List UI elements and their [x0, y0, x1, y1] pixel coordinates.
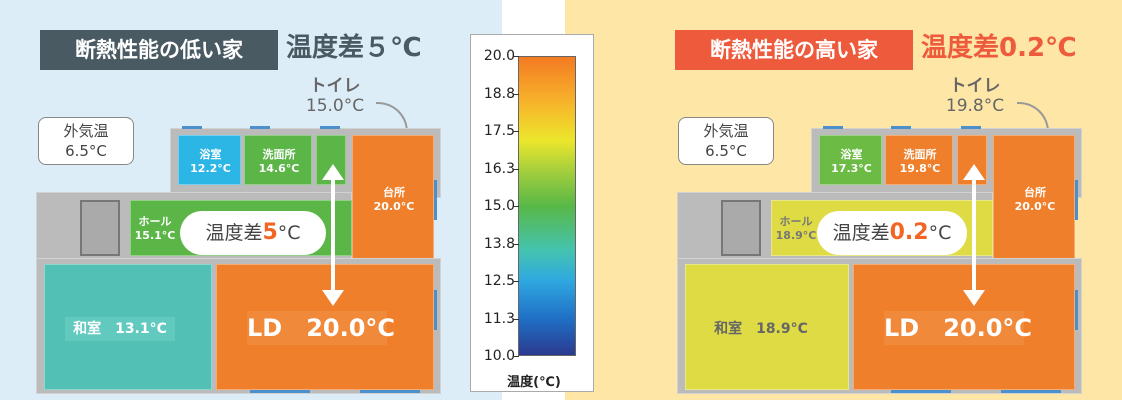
outside-temp-box: 外気温 6.5°C [38, 117, 134, 165]
toilet-temp: 15.0°C [305, 96, 365, 116]
title-high-insulation: 断熱性能の高い家 [675, 30, 913, 70]
scale-tick-label: 13.8 [483, 235, 515, 252]
pill-unit: °C [928, 222, 952, 244]
room-entrance [721, 200, 761, 256]
temp-diff-pill: 温度差0.2°C [817, 211, 967, 255]
pill-prefix: 温度差 [205, 222, 263, 244]
scale-tick-label: 15.0 [483, 198, 515, 214]
toilet-label: トイレ 19.8°C [930, 76, 1020, 116]
window [434, 180, 437, 220]
pill-prefix: 温度差 [832, 222, 890, 244]
scale-tick-mark [513, 281, 519, 282]
bath-label: 浴室 17.3°C [831, 148, 872, 175]
room-kitchen: 台所 20.0°C [993, 135, 1075, 259]
scale-tick-label: 18.8 [483, 85, 515, 102]
color-gradient-bar [518, 56, 576, 356]
washroom-label: 洗面所 14.6°C [258, 148, 300, 175]
bath-label: 浴室 12.2°C [190, 148, 231, 175]
scale-tick-mark [513, 356, 519, 357]
window [961, 126, 981, 129]
room-washitsu: 和室 13.1°C [44, 264, 212, 390]
floor-plan: 浴室 12.2°C 洗面所 14.6°C 台所 20.0°C ホール 15.1°C 和室… [36, 128, 441, 394]
temp-diff-heading: 温度差５℃ [286, 33, 422, 63]
scale-tick-mark [513, 243, 519, 245]
floor-plan: 浴室 17.3°C 洗面所 19.8°C 台所 20.0°C ホール 18.9°C 和室… [677, 128, 1082, 394]
outside-temp-value: 6.5°C [65, 142, 107, 160]
toilet-temp: 19.8°C [945, 96, 1005, 116]
toilet-label: トイレ 15.0°C [290, 76, 380, 116]
room-bath: 浴室 12.2°C [178, 135, 241, 185]
scale-tick-mark [513, 131, 519, 132]
outside-temp-label: 外気温 [703, 122, 749, 140]
title-low-insulation: 断熱性能の低い家 [40, 30, 278, 70]
toilet-name: トイレ [949, 76, 1001, 96]
kitchen-label: 台所 20.0°C [373, 186, 415, 213]
scale-tick-mark [513, 318, 519, 320]
window [823, 126, 843, 129]
room-kitchen: 台所 20.0°C [352, 135, 434, 259]
washitsu-label: 和室 18.9°C [714, 321, 808, 337]
scale-tick-label: 11.3 [483, 310, 515, 327]
window [182, 126, 202, 129]
room-bath: 浴室 17.3°C [819, 135, 882, 185]
scale-tick-label: 12.5 [483, 273, 515, 289]
scale-tick-mark [513, 206, 519, 207]
room-washroom: 洗面所 14.6°C [244, 135, 312, 185]
outside-temp-value: 6.5°C [705, 142, 747, 160]
toilet-name: トイレ [309, 76, 361, 96]
window [891, 390, 951, 393]
ld-label: LD 20.0°C [884, 311, 1032, 345]
window [360, 390, 420, 393]
window [1001, 390, 1061, 393]
scale-tick-label: 10.0 [483, 348, 515, 364]
pill-unit: °C [277, 222, 301, 244]
pill-value: 0.2 [889, 220, 929, 245]
scale-tick-label: 17.5 [483, 123, 515, 139]
outside-temp-box: 外気温 6.5°C [678, 117, 774, 165]
window [1075, 180, 1078, 220]
temp-diff-pill: 温度差5°C [180, 211, 326, 255]
temp-diff-arrow [322, 164, 344, 306]
temp-diff-arrow [963, 164, 985, 306]
temp-diff-heading: 温度差0.2℃ [921, 33, 1077, 63]
washitsu-label: 和室 13.1°C [65, 317, 175, 341]
window [250, 126, 270, 129]
window [320, 126, 340, 129]
window [891, 126, 911, 129]
ld-label: LD 20.0°C [247, 311, 395, 345]
window [1075, 290, 1078, 330]
outside-temp-label: 外気温 [63, 122, 109, 140]
temperature-color-scale: 20.0 18.8 17.5 16.3 15.0 13.8 12.5 11.3 10.0 温度(… [470, 34, 594, 392]
room-entrance [80, 200, 120, 256]
room-washitsu: 和室 18.9°C [685, 264, 849, 390]
scale-tick-mark [513, 93, 519, 95]
panel-low-insulation: 断熱性能の低い家 温度差５℃ 外気温 6.5°C トイレ 15.0°C 浴室 12… [0, 0, 502, 400]
window [434, 290, 437, 330]
hall-label: ホール 18.9°C [775, 215, 817, 242]
scale-unit-label: 温度(℃) [507, 375, 561, 390]
washroom-label: 洗面所 19.8°C [899, 148, 941, 175]
room-washroom: 洗面所 19.8°C [885, 135, 953, 185]
scale-tick-mark [513, 168, 519, 170]
hall-label: ホール 15.1°C [134, 215, 176, 242]
window [250, 390, 310, 393]
scale-tick-label: 16.3 [483, 160, 515, 177]
scale-tick-mark [513, 56, 519, 57]
kitchen-label: 台所 20.0°C [1014, 186, 1056, 213]
room-ld: LD 20.0°C [853, 264, 1075, 390]
room-ld: LD 20.0°C [216, 264, 434, 390]
panel-high-insulation: 断熱性能の高い家 温度差0.2℃ 外気温 6.5°C トイレ 19.8°C 浴室… [565, 0, 1122, 400]
pill-value: 5 [262, 220, 278, 245]
scale-tick-label: 20.0 [483, 48, 515, 64]
